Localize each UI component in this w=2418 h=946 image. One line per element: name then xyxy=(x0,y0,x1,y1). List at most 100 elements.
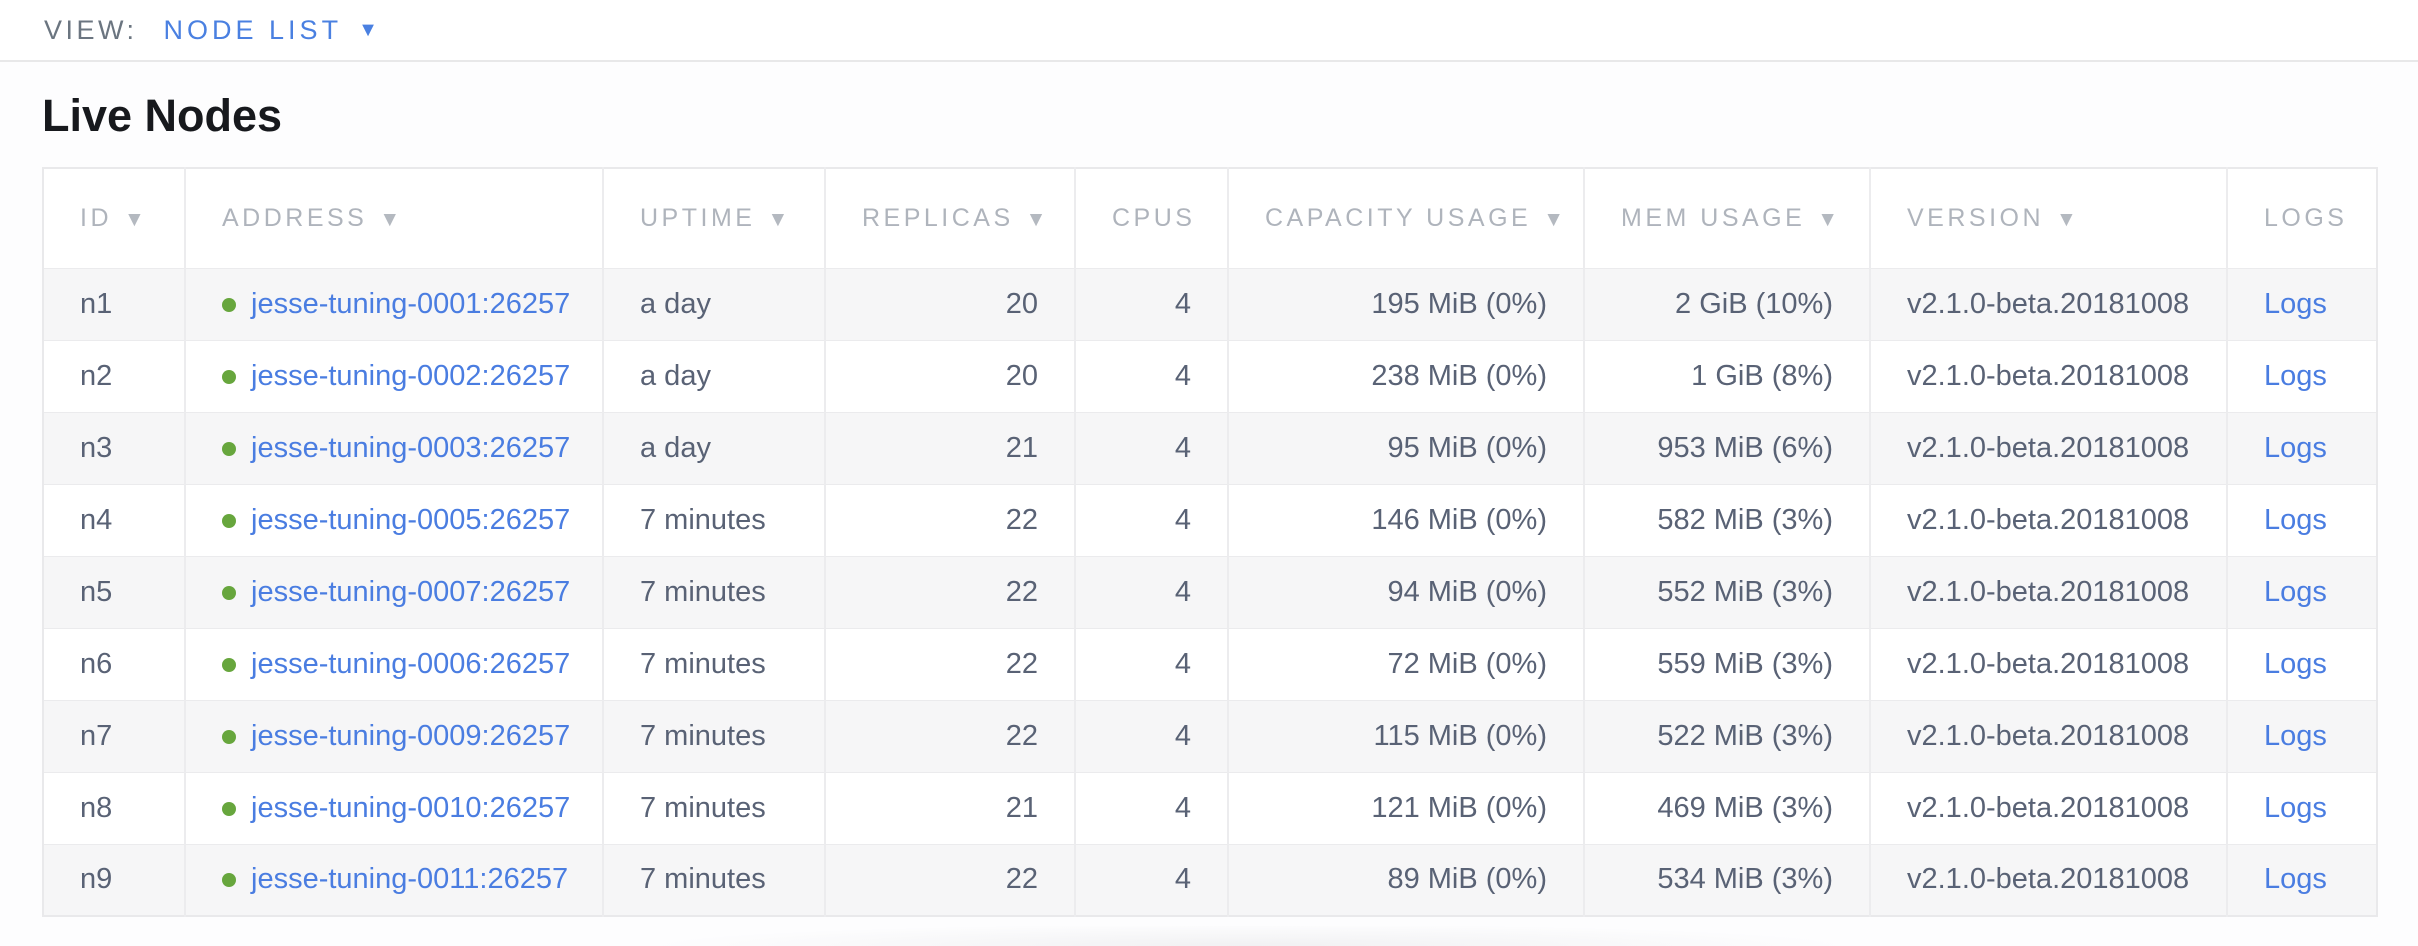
cell-version: v2.1.0-beta.20181008 xyxy=(1869,339,2227,412)
cell-logs: Logs xyxy=(2226,843,2377,916)
cell-logs: Logs xyxy=(2226,771,2377,844)
cell-replicas: 22 xyxy=(824,483,1075,556)
live-nodes-table: ID ▼ ADDRESS ▼ UPTIME ▼ REPLICAS ▼ CPUS CAPACITY … xyxy=(42,167,2378,917)
logs-link[interactable]: Logs xyxy=(2264,863,2327,896)
address-link[interactable]: jesse-tuning-0001:26257 xyxy=(251,287,571,320)
node-live-status-icon xyxy=(222,801,236,816)
cell-id: n6 xyxy=(43,627,185,700)
cell-capacity_usage: 89 MiB (0%) xyxy=(1227,843,1584,916)
cell-uptime: 7 minutes xyxy=(602,771,825,844)
column-label: LOGS xyxy=(2264,203,2348,232)
column-label: CPUS xyxy=(1112,203,1196,232)
logs-link[interactable]: Logs xyxy=(2264,503,2327,536)
table-header: ID ▼ ADDRESS ▼ UPTIME ▼ REPLICAS ▼ CPUS CAPACITY … xyxy=(43,168,2377,268)
cell-cpus: 4 xyxy=(1074,411,1228,484)
table-row: n7 jesse-tuning-0009:26257 7 minutes 22 4 115… xyxy=(43,699,2377,772)
address-link[interactable]: jesse-tuning-0010:26257 xyxy=(251,791,571,824)
cell-version: v2.1.0-beta.20181008 xyxy=(1869,483,2227,556)
cell-version: v2.1.0-beta.20181008 xyxy=(1869,627,2227,700)
cell-replicas: 20 xyxy=(824,339,1075,412)
table-row: n9 jesse-tuning-0011:26257 7 minutes 22 4 89 … xyxy=(43,843,2377,916)
cell-address: jesse-tuning-0007:26257 xyxy=(184,555,603,628)
table-row: n4 jesse-tuning-0005:26257 7 minutes 22 4 146… xyxy=(43,483,2377,556)
cell-mem_usage: 534 MiB (3%) xyxy=(1583,843,1870,916)
column-label: MEM USAGE xyxy=(1621,203,1806,232)
cell-replicas: 22 xyxy=(824,555,1075,628)
view-dropdown-value: NODE LIST xyxy=(163,14,343,45)
cell-capacity_usage: 146 MiB (0%) xyxy=(1227,483,1584,556)
column-label: CAPACITY USAGE xyxy=(1265,203,1532,232)
cell-replicas: 22 xyxy=(824,627,1075,700)
node-live-status-icon xyxy=(222,369,236,384)
cell-capacity_usage: 72 MiB (0%) xyxy=(1227,627,1584,700)
column-header-version[interactable]: VERSION ▼ xyxy=(1869,168,2227,268)
column-header-replicas[interactable]: REPLICAS ▼ xyxy=(824,168,1075,268)
cell-replicas: 21 xyxy=(824,771,1075,844)
logs-link[interactable]: Logs xyxy=(2264,575,2327,608)
cell-mem_usage: 559 MiB (3%) xyxy=(1583,627,1870,700)
node-live-status-icon xyxy=(222,729,236,744)
column-label: VERSION xyxy=(1907,203,2045,232)
cell-id: n7 xyxy=(43,699,185,772)
cell-uptime: a day xyxy=(602,339,825,412)
cell-capacity_usage: 121 MiB (0%) xyxy=(1227,771,1584,844)
cell-cpus: 4 xyxy=(1074,771,1228,844)
cell-id: n5 xyxy=(43,555,185,628)
cell-mem_usage: 1 GiB (8%) xyxy=(1583,339,1870,412)
sort-arrow-icon: ▼ xyxy=(124,207,149,231)
column-header-uptime[interactable]: UPTIME ▼ xyxy=(602,168,825,268)
cell-logs: Logs xyxy=(2226,339,2377,412)
cell-uptime: 7 minutes xyxy=(602,699,825,772)
column-header-cpus: CPUS xyxy=(1074,168,1228,268)
column-label: REPLICAS xyxy=(862,203,1014,232)
sort-arrow-icon: ▼ xyxy=(1025,207,1050,231)
cell-capacity_usage: 115 MiB (0%) xyxy=(1227,699,1584,772)
cell-address: jesse-tuning-0006:26257 xyxy=(184,627,603,700)
cell-capacity_usage: 94 MiB (0%) xyxy=(1227,555,1584,628)
cell-mem_usage: 469 MiB (3%) xyxy=(1583,771,1870,844)
node-live-status-icon xyxy=(222,513,236,528)
cell-logs: Logs xyxy=(2226,627,2377,700)
cell-version: v2.1.0-beta.20181008 xyxy=(1869,843,2227,916)
logs-link[interactable]: Logs xyxy=(2264,791,2327,824)
cell-uptime: 7 minutes xyxy=(602,627,825,700)
logs-link[interactable]: Logs xyxy=(2264,431,2327,464)
cell-cpus: 4 xyxy=(1074,843,1228,916)
logs-link[interactable]: Logs xyxy=(2264,359,2327,392)
view-dropdown[interactable]: NODE LIST ▼ xyxy=(164,15,378,46)
cell-address: jesse-tuning-0010:26257 xyxy=(184,771,603,844)
cell-uptime: a day xyxy=(602,411,825,484)
column-header-capacity_usage[interactable]: CAPACITY USAGE ▼ xyxy=(1227,168,1584,268)
chevron-down-icon: ▼ xyxy=(358,19,378,41)
main-content: Live Nodes ID ▼ ADDRESS ▼ UPTIME ▼ REPLICAS ▼ CP… xyxy=(0,90,2418,917)
address-link[interactable]: jesse-tuning-0005:26257 xyxy=(251,503,571,536)
cell-logs: Logs xyxy=(2226,411,2377,484)
address-link[interactable]: jesse-tuning-0006:26257 xyxy=(251,647,571,680)
address-link[interactable]: jesse-tuning-0003:26257 xyxy=(251,431,571,464)
cell-id: n9 xyxy=(43,843,185,916)
below-card-shadow xyxy=(535,926,1965,946)
node-live-status-icon xyxy=(222,657,236,672)
address-link[interactable]: jesse-tuning-0011:26257 xyxy=(251,863,569,896)
cell-replicas: 22 xyxy=(824,699,1075,772)
logs-link[interactable]: Logs xyxy=(2264,287,2327,320)
column-header-mem_usage[interactable]: MEM USAGE ▼ xyxy=(1583,168,1870,268)
table-row: n1 jesse-tuning-0001:26257 a day 20 4 195 MiB… xyxy=(43,267,2377,340)
column-label: ADDRESS xyxy=(222,203,368,232)
sort-arrow-icon: ▼ xyxy=(767,207,792,231)
cell-address: jesse-tuning-0009:26257 xyxy=(184,699,603,772)
address-link[interactable]: jesse-tuning-0009:26257 xyxy=(251,719,571,752)
column-header-id[interactable]: ID ▼ xyxy=(43,168,185,268)
logs-link[interactable]: Logs xyxy=(2264,719,2327,752)
cell-uptime: 7 minutes xyxy=(602,483,825,556)
address-link[interactable]: jesse-tuning-0002:26257 xyxy=(251,359,571,392)
cell-capacity_usage: 238 MiB (0%) xyxy=(1227,339,1584,412)
logs-link[interactable]: Logs xyxy=(2264,647,2327,680)
table-row: n2 jesse-tuning-0002:26257 a day 20 4 238 MiB… xyxy=(43,339,2377,412)
address-link[interactable]: jesse-tuning-0007:26257 xyxy=(251,575,571,608)
column-header-address[interactable]: ADDRESS ▼ xyxy=(184,168,603,268)
cell-id: n4 xyxy=(43,483,185,556)
cell-uptime: 7 minutes xyxy=(602,843,825,916)
cell-mem_usage: 953 MiB (6%) xyxy=(1583,411,1870,484)
cell-logs: Logs xyxy=(2226,555,2377,628)
